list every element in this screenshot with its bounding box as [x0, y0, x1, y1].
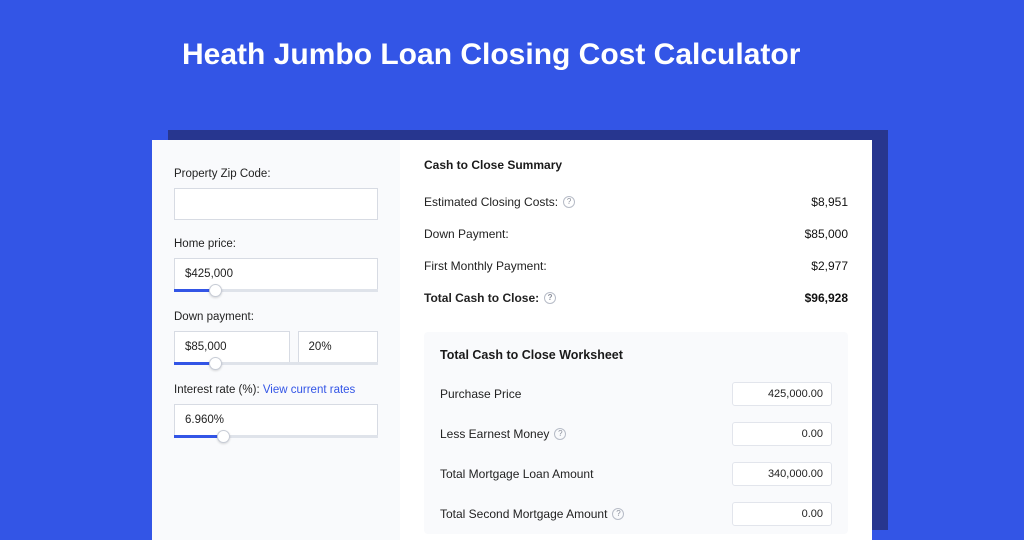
- worksheet-title: Total Cash to Close Worksheet: [440, 348, 832, 362]
- worksheet-row-label: Less Earnest Money: [440, 427, 549, 441]
- help-icon[interactable]: ?: [612, 508, 624, 520]
- slider-thumb[interactable]: [209, 357, 222, 370]
- worksheet-row: Total Second Mortgage Amount ?: [440, 494, 832, 534]
- down-payment-label: Down payment:: [174, 311, 378, 323]
- inputs-sidebar: Property Zip Code: Home price: Down paym…: [152, 140, 400, 540]
- worksheet-section: Total Cash to Close Worksheet Purchase P…: [424, 332, 848, 534]
- home-price-slider[interactable]: [174, 289, 378, 293]
- summary-total-value: $96,928: [805, 291, 848, 305]
- slider-thumb[interactable]: [217, 430, 230, 443]
- slider-fill: [174, 435, 223, 438]
- interest-rate-group: Interest rate (%): View current rates: [174, 384, 378, 439]
- summary-row-label: First Monthly Payment:: [424, 259, 547, 273]
- worksheet-row: Total Mortgage Loan Amount: [440, 454, 832, 494]
- down-payment-slider[interactable]: [174, 362, 378, 366]
- view-rates-link[interactable]: View current rates: [263, 384, 355, 396]
- summary-row-label: Estimated Closing Costs:: [424, 195, 558, 209]
- summary-row: First Monthly Payment: $2,977: [424, 250, 848, 282]
- worksheet-row-input[interactable]: [732, 462, 832, 486]
- summary-row: Down Payment: $85,000: [424, 218, 848, 250]
- calculator-card: Property Zip Code: Home price: Down paym…: [152, 140, 872, 540]
- home-price-label: Home price:: [174, 238, 378, 250]
- worksheet-row: Less Earnest Money ?: [440, 414, 832, 454]
- help-icon[interactable]: ?: [563, 196, 575, 208]
- summary-row-value: $85,000: [805, 227, 848, 241]
- down-payment-input[interactable]: [174, 331, 290, 363]
- worksheet-row-label: Total Second Mortgage Amount: [440, 507, 607, 521]
- worksheet-row-label: Total Mortgage Loan Amount: [440, 467, 593, 481]
- worksheet-row: Purchase Price: [440, 374, 832, 414]
- worksheet-row-input[interactable]: [732, 502, 832, 526]
- help-icon[interactable]: ?: [554, 428, 566, 440]
- page-title: Heath Jumbo Loan Closing Cost Calculator: [0, 0, 1024, 96]
- summary-section: Cash to Close Summary Estimated Closing …: [424, 158, 848, 314]
- home-price-group: Home price:: [174, 238, 378, 293]
- zip-label: Property Zip Code:: [174, 168, 378, 180]
- summary-total-row: Total Cash to Close: ? $96,928: [424, 282, 848, 314]
- worksheet-row-label: Purchase Price: [440, 387, 521, 401]
- slider-thumb[interactable]: [209, 284, 222, 297]
- summary-row-label: Down Payment:: [424, 227, 509, 241]
- down-payment-percent-input[interactable]: [298, 331, 378, 363]
- down-payment-group: Down payment:: [174, 311, 378, 366]
- summary-row: Estimated Closing Costs: ? $8,951: [424, 186, 848, 218]
- interest-rate-slider[interactable]: [174, 435, 378, 439]
- help-icon[interactable]: ?: [544, 292, 556, 304]
- summary-row-value: $2,977: [811, 259, 848, 273]
- summary-total-label: Total Cash to Close:: [424, 291, 539, 305]
- summary-row-value: $8,951: [811, 195, 848, 209]
- home-price-input[interactable]: [174, 258, 378, 290]
- zip-group: Property Zip Code:: [174, 168, 378, 220]
- main-panel: Cash to Close Summary Estimated Closing …: [400, 140, 872, 540]
- zip-input[interactable]: [174, 188, 378, 220]
- interest-rate-input[interactable]: [174, 404, 378, 436]
- interest-rate-label: Interest rate (%): View current rates: [174, 384, 378, 396]
- summary-title: Cash to Close Summary: [424, 158, 848, 172]
- interest-rate-label-text: Interest rate (%):: [174, 384, 263, 396]
- worksheet-row-input[interactable]: [732, 422, 832, 446]
- worksheet-row-input[interactable]: [732, 382, 832, 406]
